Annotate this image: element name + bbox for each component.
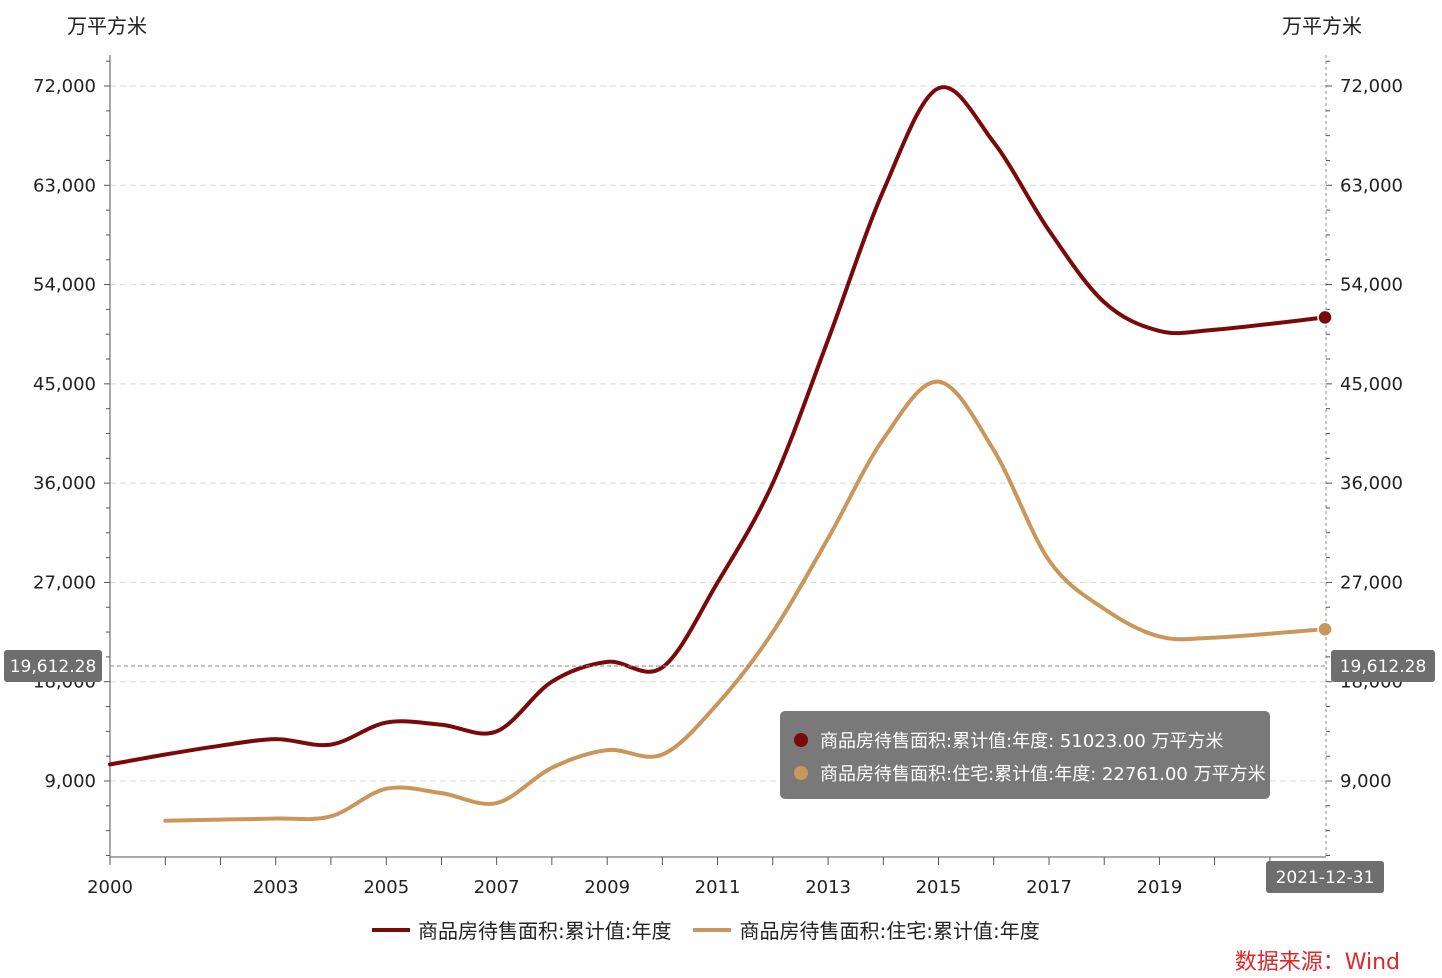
legend-label-residential: 商品房待售面积:住宅:累计值:年度 — [739, 919, 1040, 943]
tooltip-row-residential: 商品房待售面积:住宅:累计值:年度: 22761.00 万平方米 — [794, 756, 1270, 789]
y-axis-left: 9,00018,00027,00036,00045,00054,00063,00… — [33, 60, 110, 856]
legend-label-total: 商品房待售面积:累计值:年度 — [418, 919, 672, 943]
y-tick-label: 45,000 — [33, 374, 96, 395]
series-total-line — [108, 85, 1327, 767]
y-tick-label: 27,000 — [1340, 572, 1403, 593]
y-tick-label: 63,000 — [33, 175, 96, 196]
legend: 商品房待售面积:累计值:年度 商品房待售面积:住宅:累计值:年度 — [372, 915, 1062, 944]
series-residential-endpoint — [1317, 621, 1333, 637]
x-tick-label: 2009 — [584, 877, 630, 898]
series-residential-line — [163, 379, 1327, 823]
x-tick-label: 2019 — [1137, 877, 1183, 898]
x-tick-label: 2015 — [916, 877, 962, 898]
legend-item-total[interactable]: 商品房待售面积:累计值:年度 — [372, 915, 671, 944]
x-tick-label: 2005 — [363, 877, 409, 898]
y-tick-label: 72,000 — [1340, 76, 1403, 97]
y-tick-label: 9,000 — [1340, 771, 1392, 792]
y-tick-label: 54,000 — [1340, 275, 1403, 296]
y-tick-label: 9,000 — [44, 771, 96, 792]
tooltip-residential-text: 商品房待售面积:住宅:累计值:年度: 22761.00 万平方米 — [820, 763, 1266, 785]
y-axis-left-unit: 万平方米 — [67, 14, 147, 38]
series-total-dot-icon — [794, 732, 808, 747]
y-tick-label: 27,000 — [33, 572, 96, 593]
crosshair-right-tag — [1331, 650, 1435, 682]
legend-line-icon — [693, 927, 732, 932]
tooltip-row-total: 商品房待售面积:累计值:年度: 51023.00 万平方米 — [794, 723, 1270, 756]
series-residential-dot-icon — [794, 765, 808, 780]
x-tick-label: 2011 — [695, 877, 741, 898]
crosshair-x-tag — [1266, 861, 1384, 893]
y-axis-right-unit: 万平方米 — [1282, 14, 1362, 38]
tooltip: 商品房待售面积:累计值:年度: 51023.00 万平方米 商品房待售面积:住宅… — [780, 711, 1270, 799]
x-tick-label: 2007 — [474, 877, 520, 898]
y-tick-label: 36,000 — [1340, 473, 1403, 494]
y-axis-right: 9,00018,00027,00036,00045,00054,00063,00… — [1326, 60, 1403, 856]
x-tick-label: 2000 — [87, 877, 133, 898]
legend-item-residential[interactable]: 商品房待售面积:住宅:累计值:年度 — [693, 915, 1040, 944]
x-axis: 2000 2003 2005 2007 2009 2011 2013 2015 2017 2019 — [87, 857, 1271, 898]
x-tick-label: 2003 — [253, 877, 299, 898]
legend-line-icon — [372, 927, 410, 932]
x-tick-label: 2013 — [805, 877, 851, 898]
series-lines — [108, 85, 1333, 823]
y-tick-label: 63,000 — [1340, 175, 1403, 196]
grid-lines — [110, 85, 1326, 782]
crosshair-x-value: 2021-12-31 — [1276, 868, 1375, 888]
series-total-endpoint — [1317, 309, 1333, 326]
crosshair-left-tag — [4, 650, 102, 682]
y-tick-label: 45,000 — [1340, 374, 1403, 395]
y-tick-label: 72,000 — [33, 76, 96, 97]
crosshair-left-value: 19,612.28 — [10, 657, 97, 677]
tooltip-total-text: 商品房待售面积:累计值:年度: 51023.00 万平方米 — [820, 730, 1224, 752]
y-tick-label: 54,000 — [33, 275, 96, 296]
x-tick-label: 2017 — [1026, 877, 1072, 898]
y-tick-label: 36,000 — [33, 473, 96, 494]
crosshair-right-value: 19,612.28 — [1340, 657, 1427, 677]
crosshair: 19,612.28 19,612.28 2021-12-31 — [4, 650, 1435, 893]
data-source: 数据来源：Wind — [1234, 950, 1400, 975]
